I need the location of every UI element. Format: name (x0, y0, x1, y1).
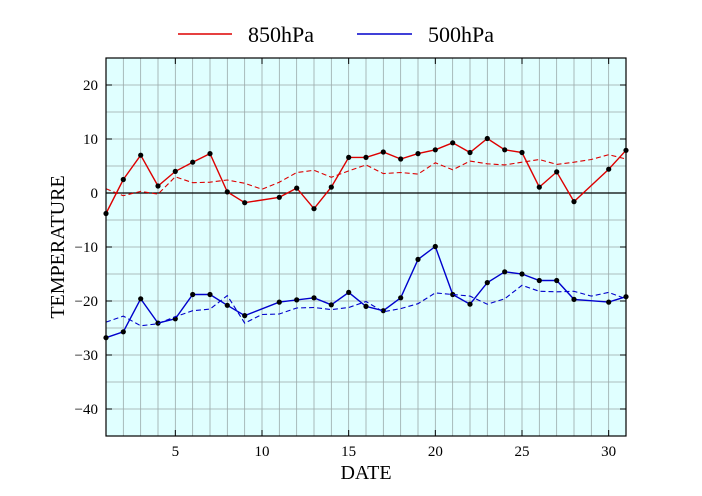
data-point (276, 194, 282, 200)
data-point (120, 329, 126, 335)
data-point (120, 176, 126, 183)
y-tick-label: −40 (75, 402, 98, 418)
data-point (519, 149, 525, 156)
data-point (346, 289, 352, 295)
data-point (467, 301, 473, 307)
data-point (190, 159, 196, 165)
data-point (536, 277, 542, 284)
y-axis-title: TEMPERATURE (47, 175, 69, 318)
data-point (484, 135, 490, 142)
x-tick-label: 15 (341, 444, 356, 460)
data-point (207, 291, 213, 298)
y-tick-label: 10 (83, 132, 98, 148)
legend-label-850hpa: 850hPa (248, 22, 314, 47)
data-point (415, 256, 421, 262)
y-tick-label: −20 (75, 294, 98, 310)
data-point (432, 147, 438, 153)
series-line-1-dashed (105, 154, 627, 197)
y-tick-labels: −40 −30 −20 −10 0 10 20 (75, 78, 98, 418)
data-point (363, 154, 369, 160)
x-tick-label: 25 (515, 444, 530, 460)
data-point (172, 168, 178, 174)
data-point (207, 151, 213, 157)
ticks (106, 58, 626, 436)
data-point (502, 269, 508, 275)
data-point (242, 200, 248, 206)
data-point (450, 140, 456, 146)
data-point (380, 149, 386, 155)
x-tick-label: 30 (601, 444, 616, 460)
x-tick-label: 10 (255, 444, 270, 460)
data-point (242, 313, 248, 319)
x-axis-title: DATE (340, 462, 391, 484)
data-point (224, 189, 230, 195)
series-line-3-dashed (105, 284, 627, 327)
y-tick-label: −10 (75, 240, 98, 256)
data-point (536, 184, 542, 190)
data-point (571, 296, 577, 302)
data-point (519, 271, 525, 277)
legend: 850hPa 500hPa (178, 22, 494, 47)
data-point (346, 154, 352, 160)
data-point (311, 295, 317, 301)
x-tick-label: 20 (428, 444, 443, 460)
data-point (276, 299, 282, 305)
data-point (467, 149, 473, 156)
data-point (138, 152, 144, 158)
data-point (554, 277, 560, 284)
series-group (103, 135, 629, 341)
data-point (155, 183, 161, 189)
data-point (363, 303, 369, 309)
data-point (415, 151, 421, 157)
data-point (450, 291, 456, 298)
data-point (606, 166, 612, 172)
x-tick-labels: 5 10 15 20 25 30 (172, 444, 617, 460)
grid (106, 58, 626, 436)
data-point (190, 291, 196, 298)
data-point (138, 296, 144, 302)
data-point (294, 297, 300, 303)
data-point (398, 295, 404, 301)
data-point (328, 184, 334, 190)
data-point (554, 169, 560, 175)
data-point (432, 243, 438, 250)
data-point (398, 156, 404, 162)
data-point (311, 206, 317, 212)
y-tick-label: 20 (83, 78, 98, 94)
data-point (484, 280, 490, 286)
data-point (606, 299, 612, 305)
data-point (294, 185, 300, 191)
x-tick-label: 5 (172, 444, 180, 460)
y-tick-label: −30 (75, 348, 98, 364)
data-point (155, 320, 161, 326)
data-point (380, 308, 386, 314)
data-point (502, 147, 508, 153)
data-point (571, 199, 577, 205)
data-point (328, 302, 334, 308)
y-tick-label: 0 (91, 186, 99, 202)
legend-label-500hpa: 500hPa (428, 22, 494, 47)
data-point (224, 302, 230, 308)
